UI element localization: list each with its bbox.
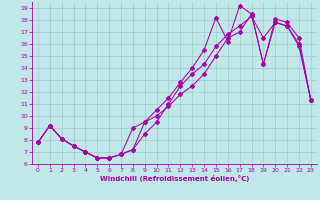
X-axis label: Windchill (Refroidissement éolien,°C): Windchill (Refroidissement éolien,°C)	[100, 175, 249, 182]
